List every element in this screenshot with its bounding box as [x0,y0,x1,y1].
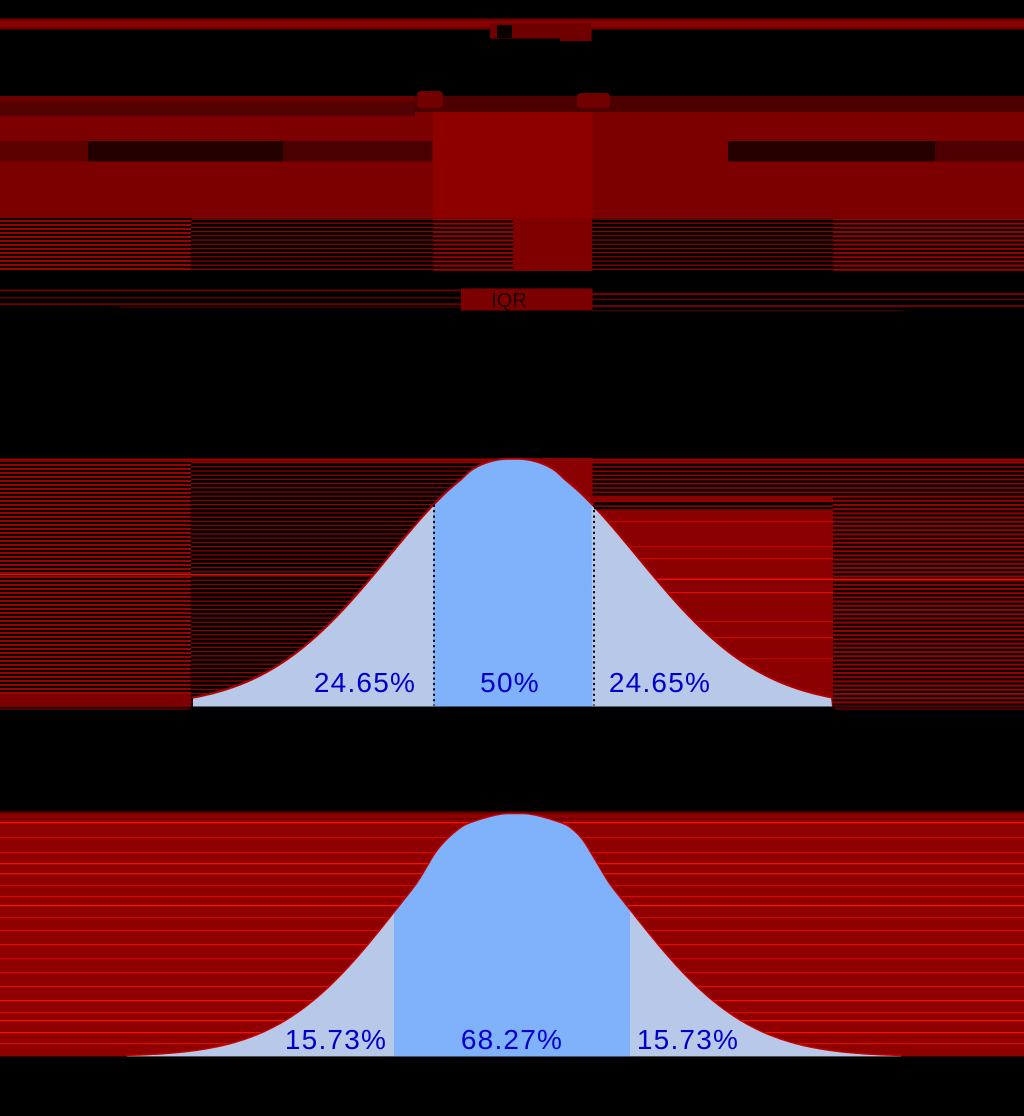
svg-text:50%: 50% [480,667,540,698]
svg-text:24.65%: 24.65% [314,667,416,698]
svg-text:15.73%: 15.73% [285,1024,387,1055]
svg-text:68.27%: 68.27% [461,1024,563,1055]
svg-text:24.65%: 24.65% [609,667,711,698]
svg-text:IQR: IQR [491,290,527,312]
svg-text:15.73%: 15.73% [637,1024,739,1055]
